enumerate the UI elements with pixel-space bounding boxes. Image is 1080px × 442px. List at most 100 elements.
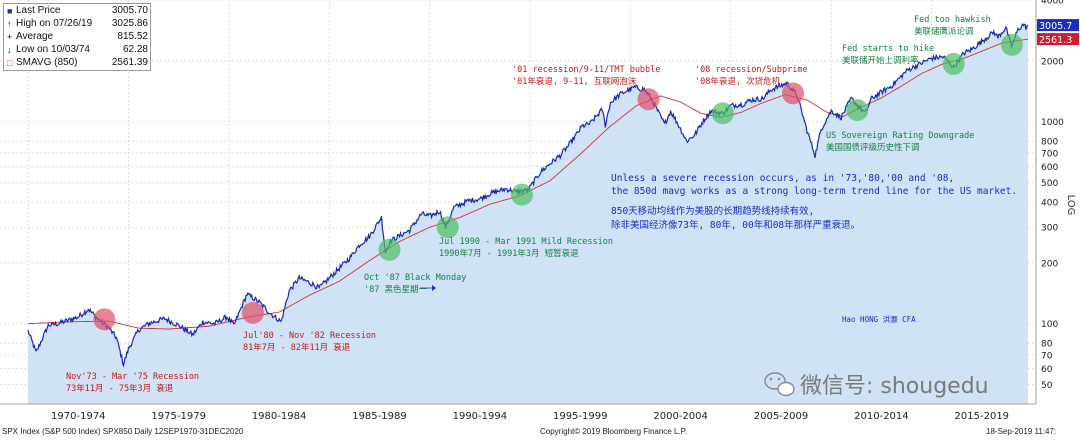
x-tick-label: 2010-2014 (854, 411, 909, 422)
support-circle (942, 52, 965, 75)
annotation-text: Jul'80 - Nov '82 Recession (243, 331, 376, 341)
x-tick-label: 1975-1979 (151, 411, 206, 422)
legend-last-price: ■ Last Price 3005.70 (4, 4, 150, 17)
annotation-text: 除非美国经济像73年, 80年, 00年和08年那样严重衰退。 (611, 219, 860, 231)
y-tick-label: 500 (1041, 179, 1058, 189)
y-tick-label: 1000 (1041, 118, 1064, 128)
y-tick-label: 50 (1041, 381, 1053, 391)
legend-label: Average (16, 31, 54, 42)
x-tick-label: 1995-1999 (553, 411, 608, 422)
recession-circle (93, 308, 116, 331)
annotation-arrows (420, 285, 436, 291)
legend-value: 3005.70 (111, 5, 148, 16)
y-tick-label: 800 (1041, 138, 1058, 148)
legend-high: ↑ High on 07/26/19 3025.86 (4, 17, 150, 30)
annotation-text: Fed starts to hike (842, 44, 934, 54)
annotation-text: '08 recession/Subprime (695, 65, 808, 75)
recession-circle (782, 82, 805, 105)
footer: SPX Index (S&P 500 Index) SPX850 Daily 1… (0, 426, 1080, 438)
price-tag-label: 3005.7 (1039, 21, 1072, 32)
annotation-text: Fed too hawkish (914, 15, 991, 25)
annotation-text: '01 recession/9-11/TMT bubble (512, 65, 660, 75)
recession-circle (637, 88, 660, 111)
y-tick-label: 700 (1041, 149, 1058, 159)
price-tags: 3005.7 2561.3 (1037, 19, 1079, 46)
annotation-text: '87 黑色星期一 (364, 284, 427, 295)
price-tag-box (1037, 33, 1079, 46)
legend-value: 3025.86 (111, 18, 148, 29)
x-axis: 1970-1974 1975-1979 1980-1984 1985-1989 1990… (51, 411, 1009, 422)
y-tick-label: 400 (1041, 199, 1058, 209)
annotation-text: Hao HONG 洪灏 CFA (842, 314, 916, 324)
legend-label: High on 07/26/19 (16, 18, 93, 29)
y-tick-label: 100 (1041, 320, 1058, 330)
event-circles (93, 33, 1023, 331)
y-tick-label: 300 (1041, 224, 1058, 234)
support-circle (711, 102, 734, 125)
y-tick-label: 80 (1041, 340, 1053, 350)
annotation-text: '08年衰退, 次贷危机 (695, 76, 781, 87)
y-tick-label: 60 (1041, 365, 1053, 375)
legend-label: Low on 10/03/74 (16, 44, 90, 55)
x-tick-label: 2000-2004 (653, 411, 708, 422)
wechat-icon (764, 372, 795, 397)
footer-center: Copyright© 2019 Bloomberg Finance L.P. (540, 427, 688, 436)
annotation-text: the 850d mavg works as a strong long-ter… (611, 186, 1017, 197)
y-tick-label: 200 (1041, 259, 1058, 269)
y-tick-label: 70 (1041, 351, 1053, 361)
support-circle (511, 183, 534, 206)
y-tick-label: 2000 (1041, 57, 1064, 67)
annotation-text: 850天移动均线作为美股的长期趋势线持续有效, (611, 205, 814, 217)
price-tag-box (1037, 19, 1079, 32)
watermark: 微信号: shougedu (764, 372, 989, 399)
down-arrow-icon: ↓ (7, 44, 12, 55)
arrowhead-87 (432, 285, 436, 291)
legend-box: ■ Last Price 3005.70 ↑ High on 07/26/19 3025… (3, 3, 151, 71)
legend-value: 815.52 (117, 31, 148, 42)
x-tick-label: 2015-2019 (955, 411, 1010, 422)
support-circle (378, 238, 401, 261)
y-tick-label: 600 (1041, 163, 1058, 173)
annotation-text: 1990年7月 - 1991年3月 短暂衰退 (439, 248, 579, 259)
x-tick-label: 1970-1974 (51, 411, 106, 422)
legend-value: 62.28 (122, 44, 148, 55)
annotation-text: 美联储鹰派论调 (914, 26, 974, 37)
price-area-fill (28, 24, 1029, 404)
legend-label: SMAVG (850) (16, 57, 78, 68)
annotation-text: US Sovereign Rating Downgrade (826, 131, 974, 141)
legend-label: Last Price (16, 5, 61, 16)
annotation-text: Nov'73 - Mar '75 Recession (66, 372, 199, 382)
watermark-text: 微信号: shougedu (800, 374, 989, 399)
support-circle (1000, 33, 1023, 56)
x-tick-label: 1990-1994 (453, 411, 508, 422)
price-tag-label: 2561.3 (1039, 35, 1072, 46)
square-icon: ■ (7, 5, 13, 16)
x-tick-label: 2005-2009 (754, 411, 809, 422)
y-axis-label: LOG (1065, 195, 1076, 216)
annotation-text: 美联储开始上调利率 (842, 55, 919, 66)
plus-icon: + (7, 31, 13, 42)
legend-smavg: □ SMAVG (850) 2561.39 (4, 56, 150, 69)
annotation-text: Unless a severe recession occurs, as in … (611, 173, 954, 184)
x-tick-label: 1985-1989 (352, 411, 407, 422)
annotation-text: '01年衰退, 9-11, 互联网泡沫 (512, 76, 637, 87)
hollow-square-icon: □ (7, 57, 13, 68)
legend-low: ↓ Low on 10/03/74 62.28 (4, 43, 150, 56)
support-circle (436, 216, 459, 239)
legend-value: 2561.39 (111, 57, 148, 68)
annotation-text: 美国国债评级历史性下调 (826, 142, 920, 153)
annotation-text: Oct '87 Black Monday (364, 273, 466, 283)
footer-left: SPX Index (S&P 500 Index) SPX850 Daily 1… (2, 427, 244, 436)
legend-average: + Average 815.52 (4, 30, 150, 43)
x-tick-label: 1980-1984 (252, 411, 307, 422)
up-arrow-icon: ↑ (7, 18, 12, 29)
y-tick-label: 4000 (1041, 0, 1064, 7)
annotation-text: 81年7月 - 82年11月 衰退 (243, 342, 351, 353)
footer-right: 18-Sep-2019 11:47: (986, 427, 1057, 436)
support-circle (846, 99, 869, 122)
annotation-text: Jul 1990 - Mar 1991 Mild Recession (439, 237, 613, 247)
annotation-text: 73年11月 - 75年3月 衰退 (66, 383, 174, 394)
